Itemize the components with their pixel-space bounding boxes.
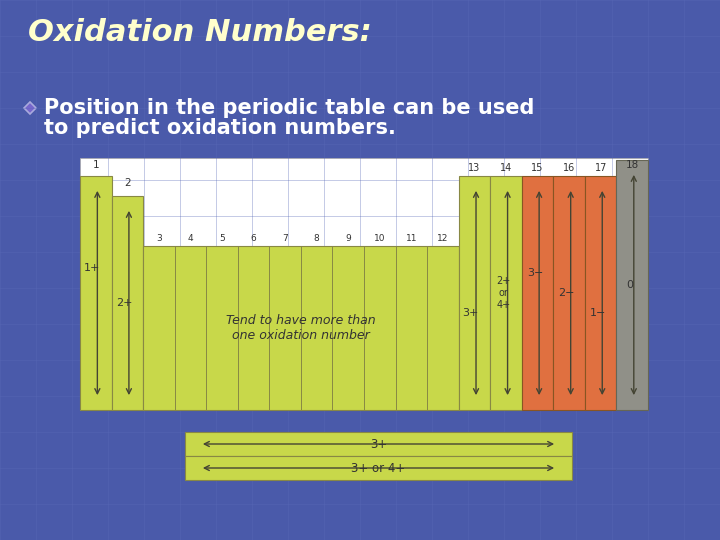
Text: 3: 3 — [156, 234, 162, 243]
Text: 15: 15 — [531, 163, 544, 173]
Text: 6: 6 — [251, 234, 256, 243]
Text: 3−: 3− — [527, 268, 543, 278]
Text: 9: 9 — [346, 234, 351, 243]
Bar — [585, 176, 616, 410]
Bar — [112, 196, 143, 410]
Text: 1+: 1+ — [84, 263, 100, 273]
Text: Tend to have more than
one oxidation number: Tend to have more than one oxidation num… — [226, 314, 376, 342]
Text: 13: 13 — [468, 163, 480, 173]
Text: 14: 14 — [500, 163, 512, 173]
Bar — [554, 176, 585, 410]
Text: 4: 4 — [188, 234, 193, 243]
Text: 1: 1 — [92, 160, 99, 170]
Text: 11: 11 — [405, 234, 417, 243]
Bar — [80, 176, 112, 410]
Text: 2−: 2− — [558, 288, 575, 298]
Text: 5: 5 — [219, 234, 225, 243]
Text: 2+
or
4+: 2+ or 4+ — [496, 276, 510, 309]
Text: 3+: 3+ — [370, 437, 387, 450]
Text: 3+ or 4+: 3+ or 4+ — [351, 462, 405, 475]
Text: 2+: 2+ — [117, 298, 133, 308]
Text: 7: 7 — [282, 234, 288, 243]
Text: Position in the periodic table can be used: Position in the periodic table can be us… — [44, 98, 534, 118]
Text: to predict oxidation numbers.: to predict oxidation numbers. — [44, 118, 396, 138]
Text: 1−: 1− — [590, 308, 606, 318]
Text: 3+: 3+ — [462, 308, 479, 318]
Bar — [522, 176, 554, 410]
Text: Oxidation Numbers:: Oxidation Numbers: — [28, 18, 372, 47]
Bar — [80, 158, 648, 410]
Bar — [185, 432, 572, 456]
Bar — [459, 176, 490, 410]
Bar — [185, 456, 572, 480]
Text: 0: 0 — [626, 280, 633, 290]
Text: 17: 17 — [595, 163, 607, 173]
Text: 16: 16 — [563, 163, 575, 173]
Text: 8: 8 — [314, 234, 320, 243]
Text: 18: 18 — [626, 160, 639, 170]
Bar — [490, 176, 522, 410]
Text: 10: 10 — [374, 234, 385, 243]
Text: 12: 12 — [437, 234, 449, 243]
Text: 2: 2 — [124, 178, 130, 188]
Polygon shape — [24, 102, 36, 114]
Bar — [143, 246, 459, 410]
Bar — [616, 160, 648, 410]
